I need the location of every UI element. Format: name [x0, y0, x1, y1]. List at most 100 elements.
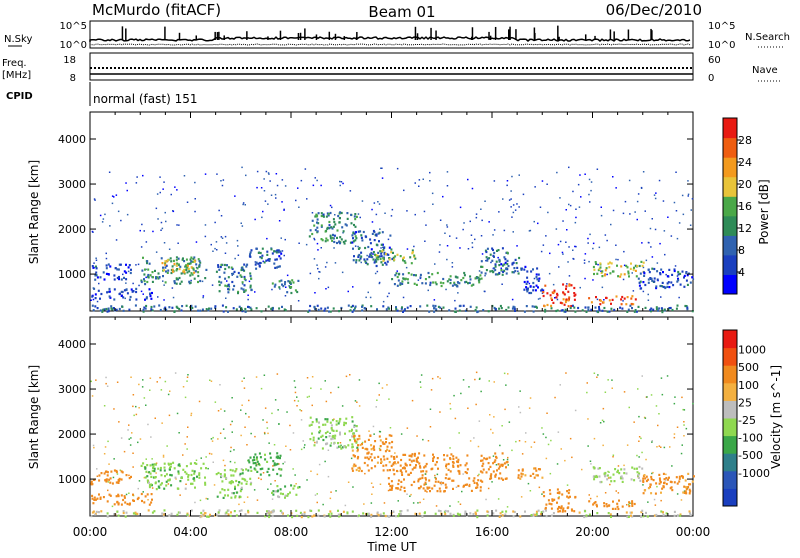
range-cell	[117, 481, 120, 484]
range-cell	[628, 505, 631, 508]
scatter-cell	[213, 484, 216, 486]
range-cell	[354, 305, 357, 308]
scatter-cell	[426, 491, 428, 493]
range-cell	[130, 288, 133, 291]
range-cell	[140, 280, 143, 284]
range-cell	[218, 283, 221, 287]
range-cell	[485, 269, 488, 272]
range-cell	[448, 477, 451, 480]
nave-bottom-tick: 0	[708, 73, 714, 84]
scatter-cell	[163, 242, 166, 244]
x-tick-label: 20:00	[575, 525, 610, 539]
scatter-cell	[506, 458, 509, 461]
scatter-cell	[575, 245, 577, 248]
range-cell	[326, 418, 329, 421]
scatter-cell	[231, 274, 233, 276]
range-cell	[93, 478, 96, 481]
range-cell	[223, 489, 226, 492]
range-cell	[333, 220, 336, 224]
scatter-cell	[359, 216, 361, 219]
scatter-cell	[663, 230, 666, 232]
range-cell	[281, 283, 283, 286]
range-cell	[596, 512, 599, 515]
range-cell	[174, 476, 177, 479]
range-cell	[392, 256, 395, 259]
range-cell	[532, 285, 535, 289]
range-cell	[115, 308, 118, 311]
range-cell	[113, 274, 116, 277]
range-cell	[244, 279, 247, 282]
range-cell	[187, 474, 190, 477]
range-cell	[476, 483, 479, 486]
beam-title: Beam 01	[368, 3, 435, 21]
scatter-cell	[378, 394, 380, 396]
range-cell	[357, 230, 360, 233]
range-cell	[235, 491, 238, 494]
range-cell	[545, 509, 547, 512]
range-cell	[190, 482, 192, 485]
range-cell	[99, 309, 102, 312]
range-cell	[423, 466, 426, 469]
scatter-cell	[675, 210, 678, 212]
velocity-heatmap	[90, 371, 695, 519]
range-cell	[598, 309, 601, 312]
range-cell	[193, 260, 196, 263]
scatter-cell	[217, 410, 220, 412]
scatter-cell	[607, 470, 609, 473]
scatter-cell	[96, 468, 98, 470]
range-cell	[113, 278, 116, 281]
scatter-cell	[541, 493, 543, 495]
scatter-cell	[126, 189, 128, 192]
scatter-cell	[243, 387, 246, 389]
range-cell	[566, 495, 569, 498]
range-cell	[99, 497, 102, 500]
scatter-cell	[241, 380, 243, 382]
scatter-cell	[270, 483, 272, 485]
range-cell	[598, 267, 601, 270]
range-cell	[207, 309, 210, 312]
range-cell	[439, 510, 442, 513]
range-cell	[364, 456, 367, 459]
scatter-cell	[597, 374, 599, 376]
range-cell	[458, 304, 461, 308]
range-cell	[654, 492, 657, 495]
range-cell	[378, 255, 381, 258]
range-cell	[390, 251, 393, 254]
range-cell	[686, 306, 689, 309]
range-cell	[396, 275, 399, 279]
range-cell	[476, 516, 479, 519]
scatter-cell	[238, 503, 240, 506]
range-cell	[96, 497, 99, 500]
range-cell	[407, 281, 410, 284]
scatter-cell	[478, 473, 480, 476]
scatter-cell	[615, 490, 617, 492]
scatter-cell	[204, 235, 207, 238]
range-cell	[358, 437, 361, 440]
range-cell	[648, 271, 651, 274]
scatter-cell	[316, 473, 319, 476]
scatter-cell	[167, 393, 170, 396]
scatter-cell	[587, 418, 589, 420]
range-cell	[151, 309, 154, 312]
scatter-cell	[454, 417, 457, 420]
range-cell	[300, 516, 303, 519]
range-cell	[332, 218, 335, 221]
scatter-cell	[475, 371, 478, 374]
y-tick-label: 4000	[58, 133, 86, 146]
range-cell	[327, 214, 330, 217]
range-cell	[317, 509, 320, 512]
range-cell	[443, 490, 446, 493]
range-cell	[377, 514, 380, 517]
range-cell	[177, 263, 180, 266]
range-cell	[220, 281, 223, 284]
scatter-cell	[358, 405, 361, 407]
range-cell	[301, 513, 304, 516]
range-cell	[268, 258, 271, 261]
range-cell	[218, 290, 221, 293]
range-cell	[316, 230, 319, 233]
range-cell	[266, 510, 268, 513]
range-cell	[261, 247, 264, 250]
range-cell	[500, 307, 503, 310]
range-cell	[159, 483, 162, 486]
range-cell	[313, 444, 316, 447]
